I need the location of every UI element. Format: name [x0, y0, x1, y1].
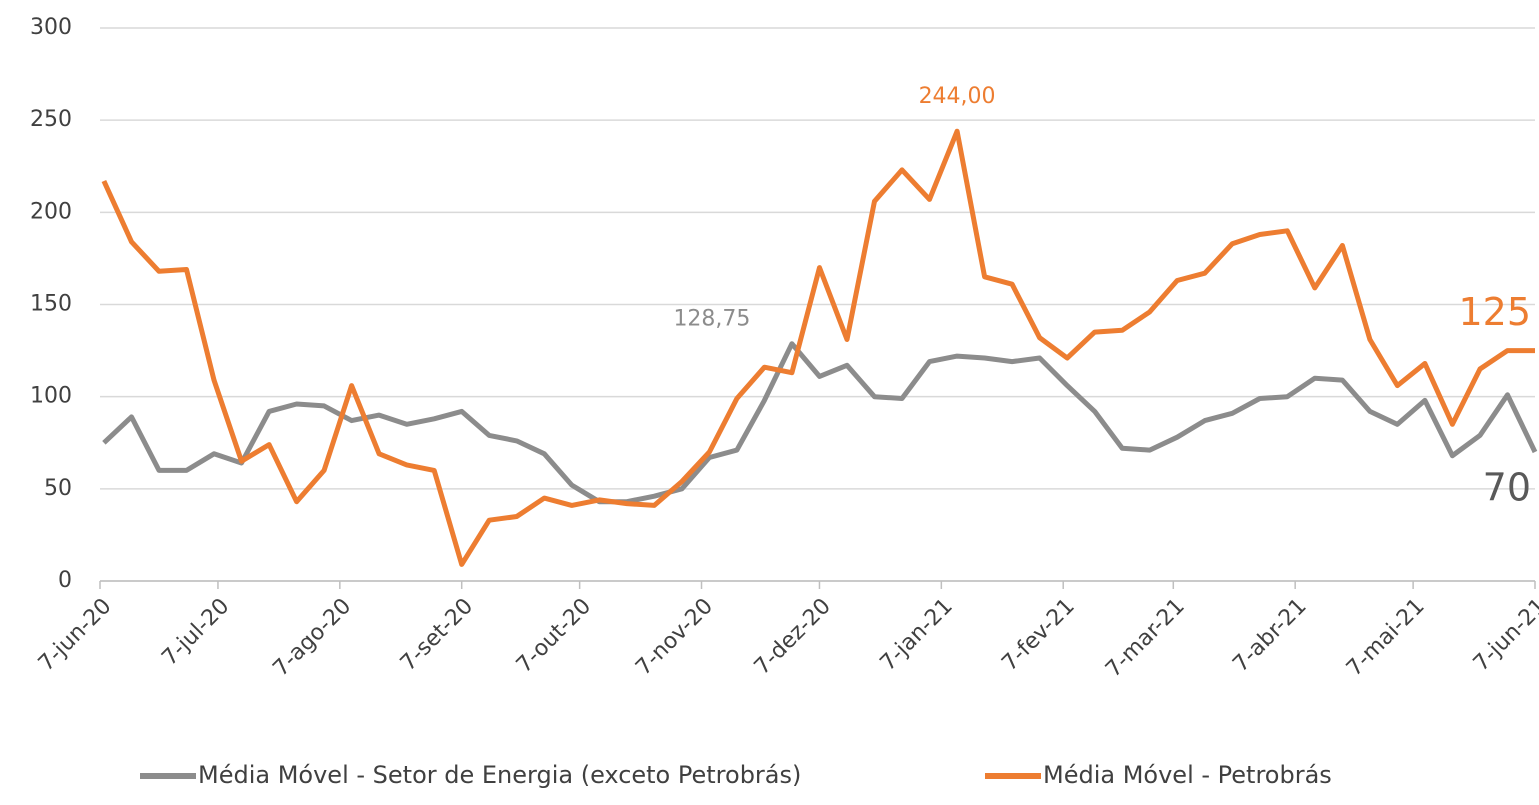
x-tick-label: 7-mai-21 — [1342, 594, 1430, 682]
x-tick-label: 7-dez-20 — [750, 594, 836, 680]
x-tick-label: 7-set-20 — [396, 594, 478, 676]
y-tick-label: 0 — [58, 568, 72, 593]
y-tick-label: 50 — [44, 476, 72, 501]
data-label: 244,00 — [919, 84, 996, 109]
data-label: 70 — [1483, 465, 1531, 509]
y-tick-label: 300 — [30, 15, 72, 40]
y-tick-label: 100 — [30, 384, 72, 409]
x-tick-label: 7-nov-20 — [631, 594, 718, 681]
x-tick-label: 7-jul-20 — [157, 594, 234, 671]
x-tick-label: 7-abr-21 — [1228, 594, 1311, 677]
x-tick-label: 7-out-20 — [512, 594, 596, 678]
y-tick-label: 150 — [30, 292, 72, 317]
x-tick-label: 7-jun-20 — [34, 594, 117, 677]
data-label: 125 — [1458, 290, 1531, 334]
x-tick-label: 7-jun-21 — [1469, 594, 1539, 677]
legend-label: Média Móvel - Petrobrás — [1043, 761, 1332, 789]
y-tick-label: 250 — [30, 107, 72, 132]
x-tick-label: 7-jan-21 — [876, 594, 958, 676]
x-tick-label: 7-ago-20 — [268, 594, 356, 682]
x-tick-label: 7-fev-21 — [997, 594, 1079, 676]
legend-label: Média Móvel - Setor de Energia (exceto P… — [198, 761, 801, 789]
y-tick-label: 200 — [30, 199, 72, 224]
x-tick-label: 7-mar-21 — [1101, 594, 1190, 683]
series-line — [101, 128, 1535, 567]
data-label: 128,75 — [673, 307, 750, 332]
